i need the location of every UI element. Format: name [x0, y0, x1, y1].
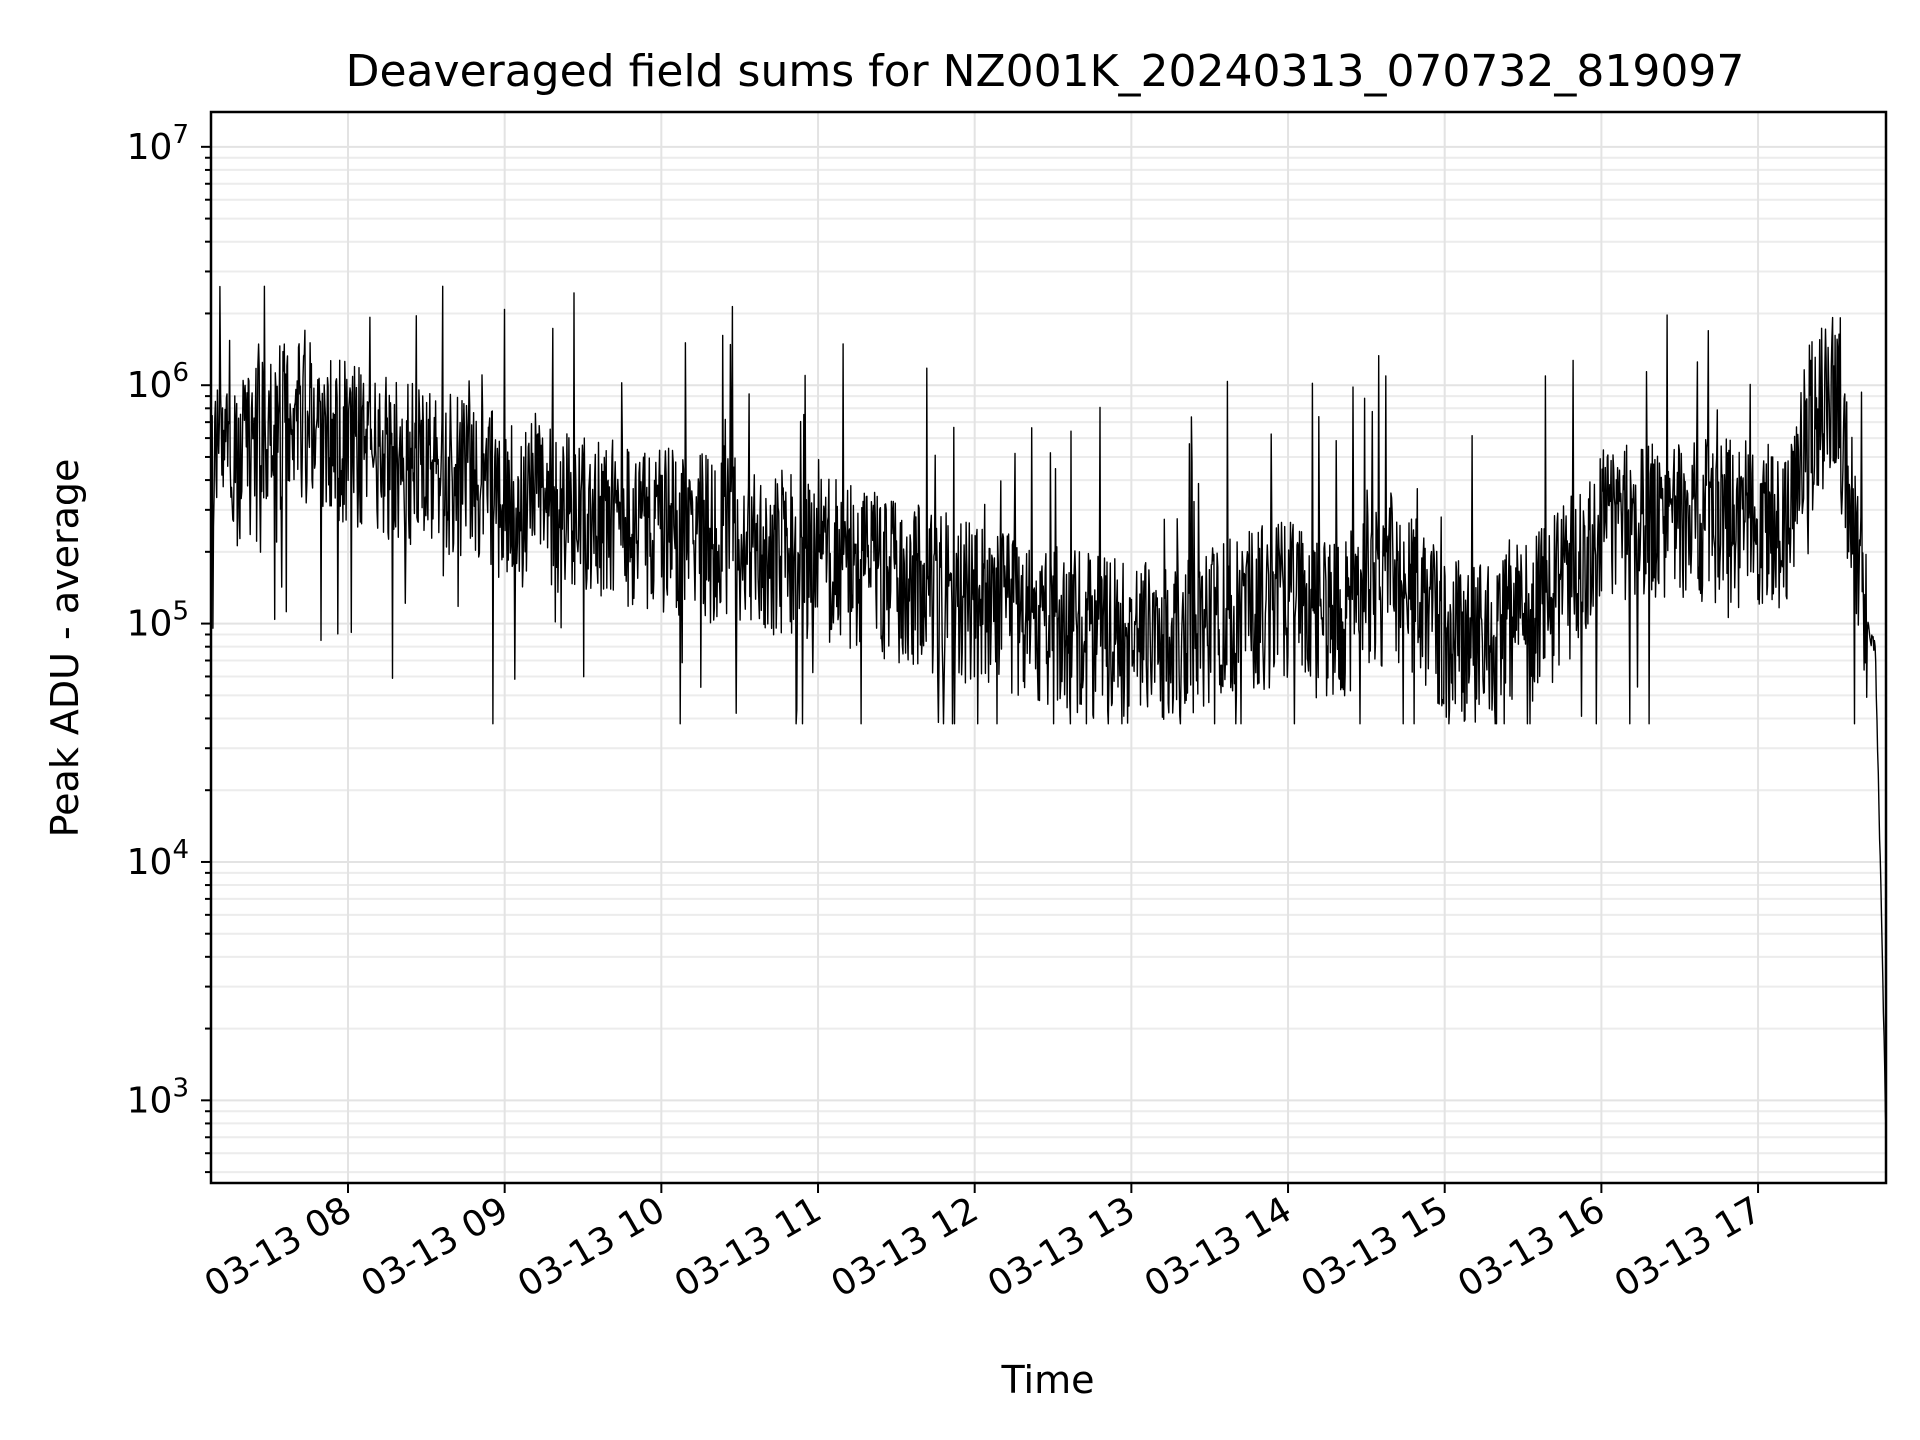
x-tick-label: 03-13 09: [354, 1189, 515, 1305]
x-tick-label: 03-13 11: [668, 1189, 829, 1305]
y-tick-label: 103: [127, 1073, 189, 1121]
x-tick-label: 03-13 13: [981, 1189, 1142, 1305]
grid: [211, 112, 1886, 1183]
y-tick-label: 104: [127, 835, 189, 883]
y-axis-label: Peak ADU - average: [43, 459, 87, 838]
y-axis-ticks: 103 104 105 106 107: [127, 120, 211, 1174]
x-axis-label: Time: [1001, 1358, 1095, 1402]
x-tick-label: 03-13 17: [1608, 1189, 1769, 1305]
y-tick-label: 107: [127, 120, 189, 168]
series-line: [211, 285, 1887, 1130]
chart-title: Deaveraged field sums for NZ001K_2024031…: [346, 46, 1745, 97]
x-tick-label: 03-13 08: [198, 1189, 359, 1305]
x-tick-label: 03-13 15: [1295, 1189, 1456, 1305]
y-tick-label: 105: [127, 597, 189, 645]
y-tick-label: 106: [127, 358, 189, 406]
x-tick-label: 03-13 10: [511, 1189, 672, 1305]
x-tick-label: 03-13 16: [1451, 1189, 1612, 1305]
x-tick-label: 03-13 14: [1138, 1189, 1299, 1305]
x-tick-label: 03-13 12: [825, 1189, 986, 1305]
plot-area: [211, 285, 1887, 1130]
